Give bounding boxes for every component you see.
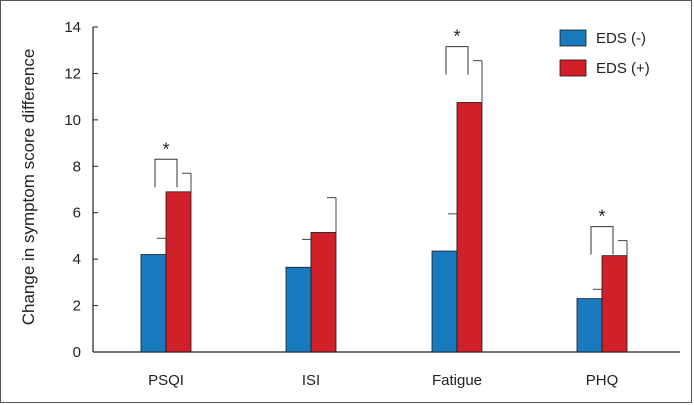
y-tick-label: 0 <box>73 344 81 361</box>
bars <box>140 60 628 353</box>
significance-bracket <box>154 158 178 188</box>
bar <box>140 254 167 353</box>
legend-swatch <box>559 29 587 47</box>
bar <box>456 102 483 353</box>
legend-label: EDS (+) <box>596 60 650 77</box>
significance-star: * <box>162 139 169 159</box>
bar <box>431 250 458 353</box>
axes: 0 2 4 6 8 10 12 14 PSQI ISI Fatigue PHQ <box>64 19 680 389</box>
x-tick-label: ISI <box>302 372 320 389</box>
y-tick-label: 12 <box>64 65 81 82</box>
bar <box>285 266 312 353</box>
significance-bracket <box>590 226 614 255</box>
y-tick-label: 2 <box>73 298 81 315</box>
legend: EDS (-) EDS (+) <box>559 29 650 77</box>
y-tick-label: 6 <box>73 205 81 222</box>
significance-star: * <box>453 27 460 47</box>
significance-markers: * * * <box>154 27 614 255</box>
y-tick-label: 4 <box>73 251 81 268</box>
y-axis-label: Change in symptom score difference <box>19 49 38 326</box>
y-tick-label: 8 <box>73 158 81 175</box>
y-tick-label: 10 <box>64 112 81 129</box>
x-tick-label: Fatigue <box>432 372 482 389</box>
bar <box>601 255 628 353</box>
y-tick-label: 14 <box>64 19 81 36</box>
bar <box>310 232 337 353</box>
x-tick-label: PHQ <box>586 372 619 389</box>
bar <box>576 298 603 353</box>
x-tick-label: PSQI <box>148 372 184 389</box>
legend-label: EDS (-) <box>596 30 646 47</box>
legend-swatch <box>559 59 587 77</box>
significance-bracket <box>445 46 469 75</box>
significance-star: * <box>598 207 605 227</box>
bar <box>165 191 192 353</box>
